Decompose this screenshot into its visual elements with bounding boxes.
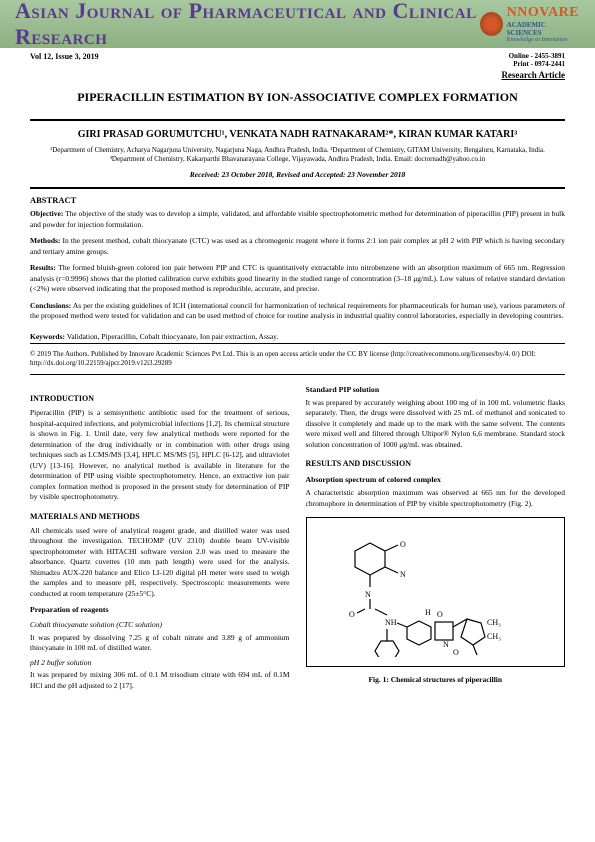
conclusions-label: Conclusions: [30, 301, 71, 310]
svg-text:O: O [437, 610, 443, 619]
prep-heading: Preparation of reagents [30, 605, 290, 616]
volume-issue: Vol 12, Issue 3, 2019 [30, 52, 99, 68]
right-column: Standard PIP solution It was prepared by… [306, 385, 566, 696]
ph-text: It was prepared by mixing 306 mL of 0.1 … [30, 670, 290, 691]
divider [30, 119, 565, 121]
logo-subtitle: Knowledge to Innovation [507, 37, 580, 43]
abs-text: A characteristic absorption maximum was … [306, 488, 566, 509]
svg-text:O: O [349, 610, 355, 619]
materials-text: All chemicals used were of analytical re… [30, 526, 290, 600]
issn-print: Print - 0974-2441 [509, 60, 565, 68]
svg-text:O: O [453, 648, 459, 657]
abstract-heading: ABSTRACT [0, 195, 595, 205]
keywords-line: Keywords: Validation, Piperacillin, Coba… [0, 332, 595, 341]
logo-tagline: ACADEMIC SCIENCES [507, 21, 580, 37]
methods-label: Methods: [30, 236, 60, 245]
svg-text:O: O [400, 540, 406, 549]
svg-text:H: H [425, 608, 431, 617]
svg-text:N: N [400, 570, 406, 579]
ph-heading: pH 2 buffer solution [30, 658, 290, 669]
figure-caption: Fig. 1: Chemical structures of piperacil… [306, 675, 566, 686]
divider [30, 374, 565, 375]
issn-online: Online - 2455-3891 [509, 52, 565, 60]
divider [30, 343, 565, 344]
keywords-text: Validation, Piperacillin, Cobalt thiocya… [65, 332, 278, 341]
left-column: INTRODUCTION Piperacillin (PIP) is a sem… [30, 385, 290, 696]
figure-1: O N N O NH O [306, 517, 566, 667]
molecule-icon: O N N O NH O [335, 527, 535, 657]
abs-heading: Absorption spectrum of colored complex [306, 475, 566, 486]
article-type: Research Article [0, 70, 595, 80]
std-heading: Standard PIP solution [306, 385, 566, 396]
svg-text:CH₃: CH₃ [487, 618, 501, 627]
conclusions-text: As per the existing guidelines of ICH (i… [30, 301, 565, 321]
abstract-body: Objective: The objective of the study wa… [0, 205, 595, 332]
ctc-heading: Cobalt thiocyanate solution (CTC solutio… [30, 620, 290, 631]
materials-heading: MATERIALS AND METHODS [30, 511, 290, 522]
article-title: PIPERACILLIN ESTIMATION BY ION-ASSOCIATI… [0, 80, 595, 115]
results-label: Results: [30, 263, 56, 272]
std-text: It was prepared by accurately weighing a… [306, 398, 566, 451]
affiliations: ¹Department of Chemistry, Acharya Nagarj… [0, 144, 595, 166]
publisher-logo: NNOVARE ACADEMIC SCIENCES Knowledge to I… [480, 5, 580, 43]
keywords-label: Keywords: [30, 332, 65, 341]
svg-text:N: N [365, 590, 371, 599]
objective-label: Objective: [30, 209, 63, 218]
results-text: The formed bluish-green colored ion pair… [30, 263, 565, 293]
results-heading: RESULTS AND DISCUSSION [306, 458, 566, 469]
meta-row: Vol 12, Issue 3, 2019 Online - 2455-3891… [0, 48, 595, 70]
svg-text:N: N [443, 640, 449, 649]
authors: GIRI PRASAD GORUMUTCHU¹, VENKATA NADH RA… [0, 125, 595, 144]
ctc-text: It was prepared by dissolving 7.25 g of … [30, 633, 290, 654]
copyright: © 2019 The Authors. Published by Innovar… [0, 346, 595, 372]
received-dates: Received: 23 October 2018, Revised and A… [0, 166, 595, 183]
issn-box: Online - 2455-3891 Print - 0974-2441 [509, 52, 565, 68]
logo-icon [480, 12, 503, 36]
intro-heading: INTRODUCTION [30, 393, 290, 404]
journal-header: Asian Journal of Pharmaceutical and Clin… [0, 0, 595, 48]
divider [30, 187, 565, 189]
two-column-body: INTRODUCTION Piperacillin (PIP) is a sem… [0, 377, 595, 696]
methods-text: In the present method, cobalt thiocyanat… [30, 236, 565, 256]
intro-text: Piperacillin (PIP) is a semisynthetic an… [30, 408, 290, 503]
svg-text:NH: NH [385, 618, 397, 627]
logo-text: NNOVARE [507, 5, 580, 21]
objective-text: The objective of the study was to develo… [30, 209, 565, 229]
svg-text:CH₃: CH₃ [487, 632, 501, 641]
journal-title: Asian Journal of Pharmaceutical and Clin… [15, 0, 480, 50]
